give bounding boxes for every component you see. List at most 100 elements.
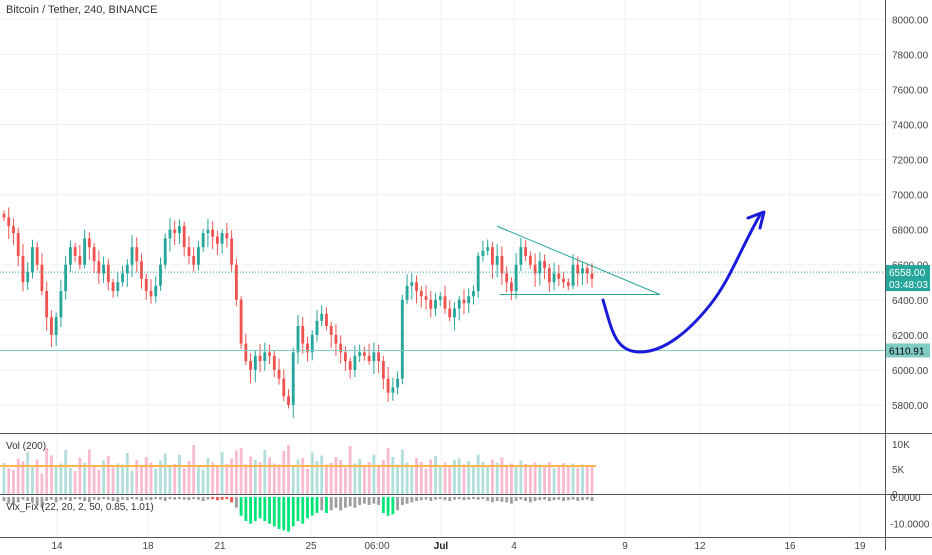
volume-bar	[334, 457, 338, 494]
candle-body	[2, 213, 6, 218]
candle-body	[519, 247, 523, 265]
volume-bar	[329, 463, 333, 494]
vix-fix-bar	[12, 497, 15, 505]
vix-fix-bar	[415, 497, 418, 501]
volume-bar	[415, 458, 418, 494]
candle-body	[400, 299, 404, 379]
candle-body	[315, 320, 319, 335]
volume-bar	[552, 468, 556, 494]
vix-fix-bar	[97, 497, 101, 501]
candle-body	[182, 226, 186, 248]
vix-fix-bar	[386, 497, 390, 516]
volume-bar	[310, 452, 314, 494]
volume-bar	[538, 464, 542, 494]
vix-fix-bar	[2, 497, 6, 501]
candle-body	[253, 355, 257, 370]
volume-bar	[438, 465, 442, 494]
candle-body	[457, 299, 461, 309]
volume-bar	[144, 457, 148, 494]
volume-tick-label: 0	[892, 490, 898, 501]
vix-fix-bar	[130, 497, 134, 500]
candle-body	[362, 352, 366, 356]
candle-body	[381, 361, 385, 379]
vix-fix-bar	[543, 497, 547, 500]
volume-bar	[566, 466, 570, 494]
vix-fix-bar	[310, 497, 314, 516]
candle-body	[287, 396, 290, 405]
vix-fix-bar	[268, 497, 271, 524]
candle-body	[566, 282, 570, 286]
candle-body	[87, 238, 91, 248]
time-tick-label: 9	[622, 541, 628, 550]
volume-bar	[429, 459, 433, 494]
candle-body	[306, 343, 309, 353]
candle-body	[121, 273, 124, 283]
vix-fix-bar	[585, 497, 589, 500]
volume-bar	[424, 468, 428, 494]
candle-body	[116, 282, 120, 292]
volume-bar	[581, 464, 584, 494]
vix-fix-bar	[557, 497, 561, 500]
vix-fix-bar	[396, 497, 400, 511]
support-price-badge	[886, 343, 930, 358]
volume-bar	[448, 467, 452, 494]
vix-fix-bar	[552, 497, 556, 501]
vix-fix-bar	[149, 497, 153, 501]
volume-bar	[377, 466, 381, 494]
candle-body	[263, 352, 267, 362]
vix-fix-bar	[334, 497, 338, 508]
vix-fix-bar	[244, 497, 248, 521]
candle-body	[329, 326, 333, 335]
volume-bar	[116, 463, 120, 494]
candle-body	[12, 226, 15, 234]
volume-bar	[396, 464, 400, 494]
candle-body	[144, 278, 148, 292]
vix-fix-bar	[528, 497, 532, 503]
vix-fix-bar	[40, 497, 44, 508]
candle-body	[372, 352, 376, 362]
vix-fix-bar	[178, 497, 181, 500]
vix-fix-bar	[173, 497, 177, 500]
candle-body	[429, 299, 433, 309]
candle-body	[310, 334, 314, 353]
candle-body	[486, 247, 490, 251]
volume-bar	[277, 464, 281, 494]
volume-bar	[272, 463, 276, 494]
vix-fix-bar	[92, 497, 96, 500]
candle-body	[92, 247, 96, 262]
volume-bar	[557, 465, 561, 494]
candle-body	[206, 229, 210, 234]
volume-bar	[78, 457, 82, 494]
candle-body	[562, 278, 565, 283]
time-tick-label: 18	[142, 541, 154, 550]
candle-body	[291, 352, 295, 405]
vix-fix-bar	[291, 497, 295, 527]
time-tick-label: 12	[694, 541, 706, 550]
volume-bar	[524, 464, 528, 494]
vix-fix-bar	[358, 497, 362, 505]
vix-fix-bar	[343, 497, 347, 508]
volume-bar	[362, 465, 366, 494]
vix-fix-bar	[35, 497, 39, 505]
vix-fix-bar	[514, 497, 518, 501]
projection-arrow-path	[601, 213, 762, 354]
vix-fix-bar	[467, 497, 471, 500]
volume-bar	[509, 463, 513, 494]
vix-fix-bar	[329, 497, 333, 511]
vix-fix-bar	[400, 497, 404, 505]
vix-fix-bar	[192, 497, 196, 500]
vix-fix-bar	[83, 497, 87, 501]
volume-bar	[505, 466, 509, 494]
price-tick-label: 6200.00	[892, 331, 929, 342]
volume-bar	[410, 465, 414, 494]
volume-bar	[400, 449, 404, 494]
vix-fix-bar	[225, 497, 229, 500]
volume-bar	[168, 467, 172, 494]
candle-body	[557, 273, 561, 279]
candle-body	[21, 255, 25, 283]
vix-fix-bar	[230, 497, 234, 503]
candle-body	[31, 247, 34, 272]
volume-bar	[196, 465, 200, 494]
candle-body	[438, 296, 442, 300]
